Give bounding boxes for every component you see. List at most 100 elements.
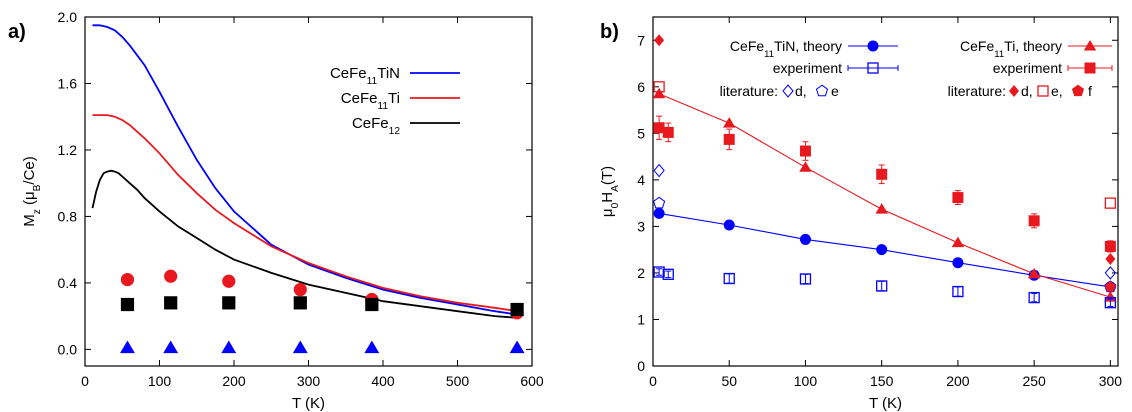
panel-a-data-point [509,340,525,354]
panel-b-y-tick-label: 5 [637,125,645,141]
panel-a-data-point [164,269,178,283]
panel-b-literature-e: e, [1051,83,1063,99]
panel-b-legend-label: CeFe11Ti, theory [960,38,1062,60]
panel-a-data-point [221,340,237,354]
panel-b-y-tick-label: 0 [637,358,645,374]
panel-a-series-3 [120,269,524,320]
panel-b-data-point [662,268,674,280]
panel-a-data-point [292,340,308,354]
panel-b-data-point [723,117,736,128]
panel-b-data-point [799,273,812,285]
panel-b-y-tick-label: 3 [637,218,645,234]
panel-a-axes-frame [84,16,533,367]
panel-a-legend-label: CeFe12 [352,115,400,137]
panel-a-series-1 [92,114,518,313]
panel-b-data-point [653,163,665,178]
panel-b-data-point [876,168,888,180]
panel-a-legend: CeFe11TiN CeFe11Ti CeFe12 [330,65,460,137]
panel-b-data-point [653,122,665,134]
panel-b-series-1 [652,87,1117,302]
panel-a-data-point [222,274,236,288]
panel-b-x-tick-label: 0 [649,373,657,389]
panel-a-series-4 [120,296,524,317]
panel-b-data-point [1104,240,1116,252]
panel-b-data-point [799,145,811,157]
panel-b-x-label: T (K) [869,395,902,412]
panel-b-series-2 [653,266,1117,309]
panel-a-x-tick-label: 100 [148,373,172,389]
panel-a-x-tick-label: 400 [371,373,395,389]
panel-b-data-point [799,161,812,172]
panel-b-data-point [952,285,964,298]
panel-b-series-6 [654,34,1116,265]
panel-a-series-2 [91,169,518,319]
panel-b-series-3 [653,115,1116,253]
panel-a-data-point [163,340,179,354]
panel-b-data-point [723,219,735,231]
panel-a-x-tick-label: 300 [297,373,321,389]
panel-b-data-point [799,233,811,245]
panel-b-literature-label: literature: [948,83,1006,99]
panel-a-series-line [92,114,518,313]
panel-a-data-point [222,296,236,310]
panel-b-literature-label: literature: [720,83,778,99]
panel-a-y-tick-label: 0.8 [58,208,78,224]
panel-b-series-4 [653,163,1117,280]
panel-b-series-0 [653,207,1116,293]
panel-b-data-point [1028,215,1040,227]
panel-b-literature-d: d, [1021,83,1033,99]
panel-b-data-point [875,203,888,214]
panel-b-data-point [723,133,735,145]
panel-b-literature-f: f [1088,83,1092,99]
panel-b-x-tick-label: 200 [946,373,970,389]
panel-a-series-line [91,169,518,319]
panel-b-series-8 [1104,281,1116,292]
panel-a-y-tick-label: 1.2 [58,142,78,158]
panel-a-data-point [120,272,135,287]
panel-b-data-point [654,34,665,47]
panel-b-series-7 [653,81,1117,209]
panel-a-data-point [293,296,307,310]
panel-b-x-tick-label: 150 [870,373,894,389]
panel-b-data-point [876,244,888,256]
panel-a-y-tick-label: 2.0 [58,9,78,25]
panel-a-data-point [510,302,524,317]
panel-b-legend-marker [867,40,879,52]
panel-b-data-point [952,192,964,204]
panel-a-y-tick-label: 1.6 [58,75,78,91]
panel-b-legend-marker [1071,84,1085,97]
panel-b-data-point [1104,266,1117,280]
panel-b-legend-marker [1083,40,1097,51]
panel-b-data-point [662,126,674,138]
panel-b-data-point [723,272,735,285]
panel-a-x-tick-label: 500 [446,373,470,389]
panel-b-y-tick-label: 2 [637,265,645,281]
panel-b-legend-marker [867,62,879,74]
panel-a-x-tick-label: 600 [520,373,544,389]
panel-b-y-tick-label: 7 [637,32,645,48]
panel-b-data-point [1027,267,1041,279]
panel-b-data-point [1104,197,1117,209]
panel-b-data-point [653,266,665,278]
panel-b-x-tick-label: 250 [1022,373,1046,389]
panel-a-data-point [364,340,380,354]
panel-b-legend-marker [1009,85,1019,97]
panel-a-label: a) [8,21,26,43]
panel-b-data-point [876,280,888,292]
panel-b-x-tick-label: 50 [721,373,737,389]
panel-a-y-tick-label: 0.0 [58,341,78,357]
panel-b-x-tick-label: 100 [794,373,818,389]
panel-a-series-line [92,24,518,316]
panel-b-x-tick-label: 300 [1099,373,1123,389]
panel-b-data-point [1104,297,1117,309]
panel-b-data-point [652,196,666,209]
panel-b-legend-label: experiment [773,60,842,76]
panel-b-label: b) [600,21,619,43]
panel-b-data-point [1105,252,1116,265]
panel-b-axes-frame [652,16,1119,367]
panel-a-series-0 [92,24,518,316]
panel-a-data-point [120,340,135,354]
panel-a-x-tick-label: 200 [222,373,246,389]
panel-b: b) 0 50 100 150 200 250 300 0 1 2 3 4 5 6 7 T (K) μ0HA(T… [599,16,1123,412]
panel-b-data-point [951,236,965,248]
